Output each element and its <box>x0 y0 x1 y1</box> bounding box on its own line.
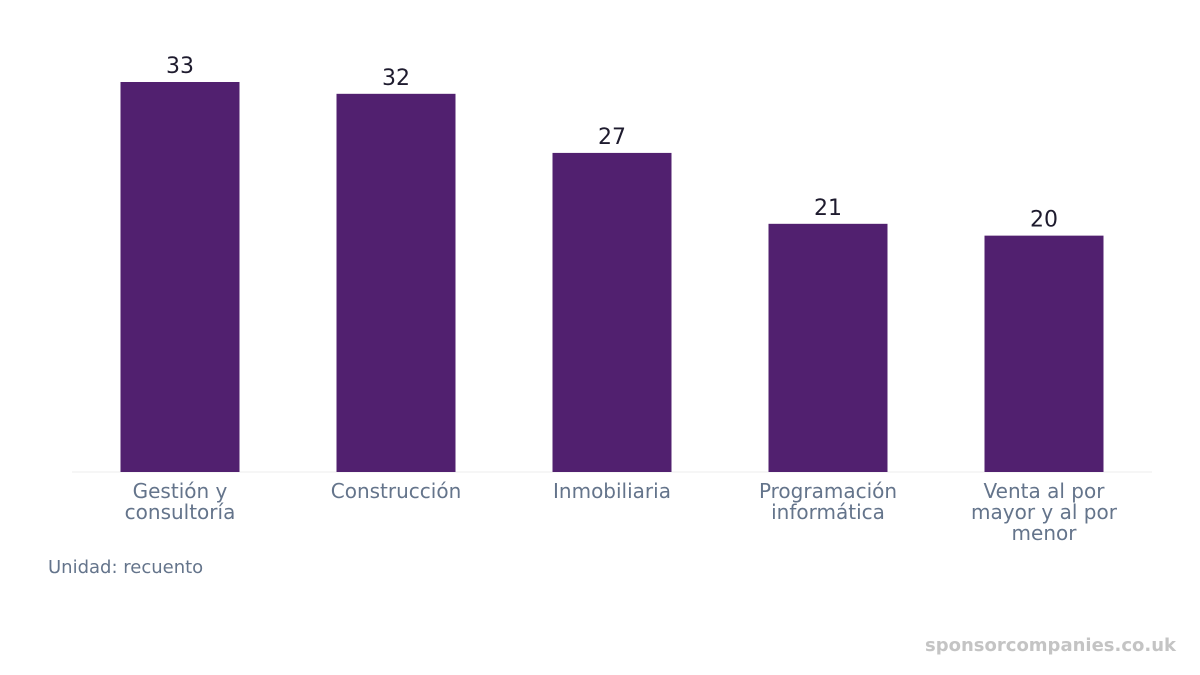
value-label-2: 27 <box>598 125 626 150</box>
unit-note: Unidad: recuento <box>48 557 204 578</box>
value-label-3: 21 <box>814 196 842 221</box>
value-label-4: 20 <box>1030 208 1058 233</box>
value-label-1: 32 <box>382 66 410 91</box>
bar-2 <box>552 152 672 472</box>
watermark: sponsorcompanies.co.uk <box>925 635 1176 656</box>
category-label-3-line-1: informática <box>771 500 885 524</box>
category-label-2-line-0: Inmobiliaria <box>553 479 671 503</box>
value-label-0: 33 <box>166 54 194 79</box>
bar-0 <box>120 82 240 472</box>
category-label-0-line-0: Gestión y <box>133 479 228 503</box>
category-label-4-line-1: mayor y al por <box>971 500 1118 524</box>
bar-3 <box>768 223 888 472</box>
bar-1 <box>336 93 456 473</box>
category-label-1-line-0: Construcción <box>331 479 462 503</box>
category-label-4-line-0: Venta al por <box>984 479 1106 503</box>
bar-4 <box>984 235 1104 472</box>
category-label-0-line-1: consultoría <box>125 500 236 524</box>
category-label-3-line-0: Programación <box>759 479 897 503</box>
category-label-4-line-2: menor <box>1012 521 1078 545</box>
